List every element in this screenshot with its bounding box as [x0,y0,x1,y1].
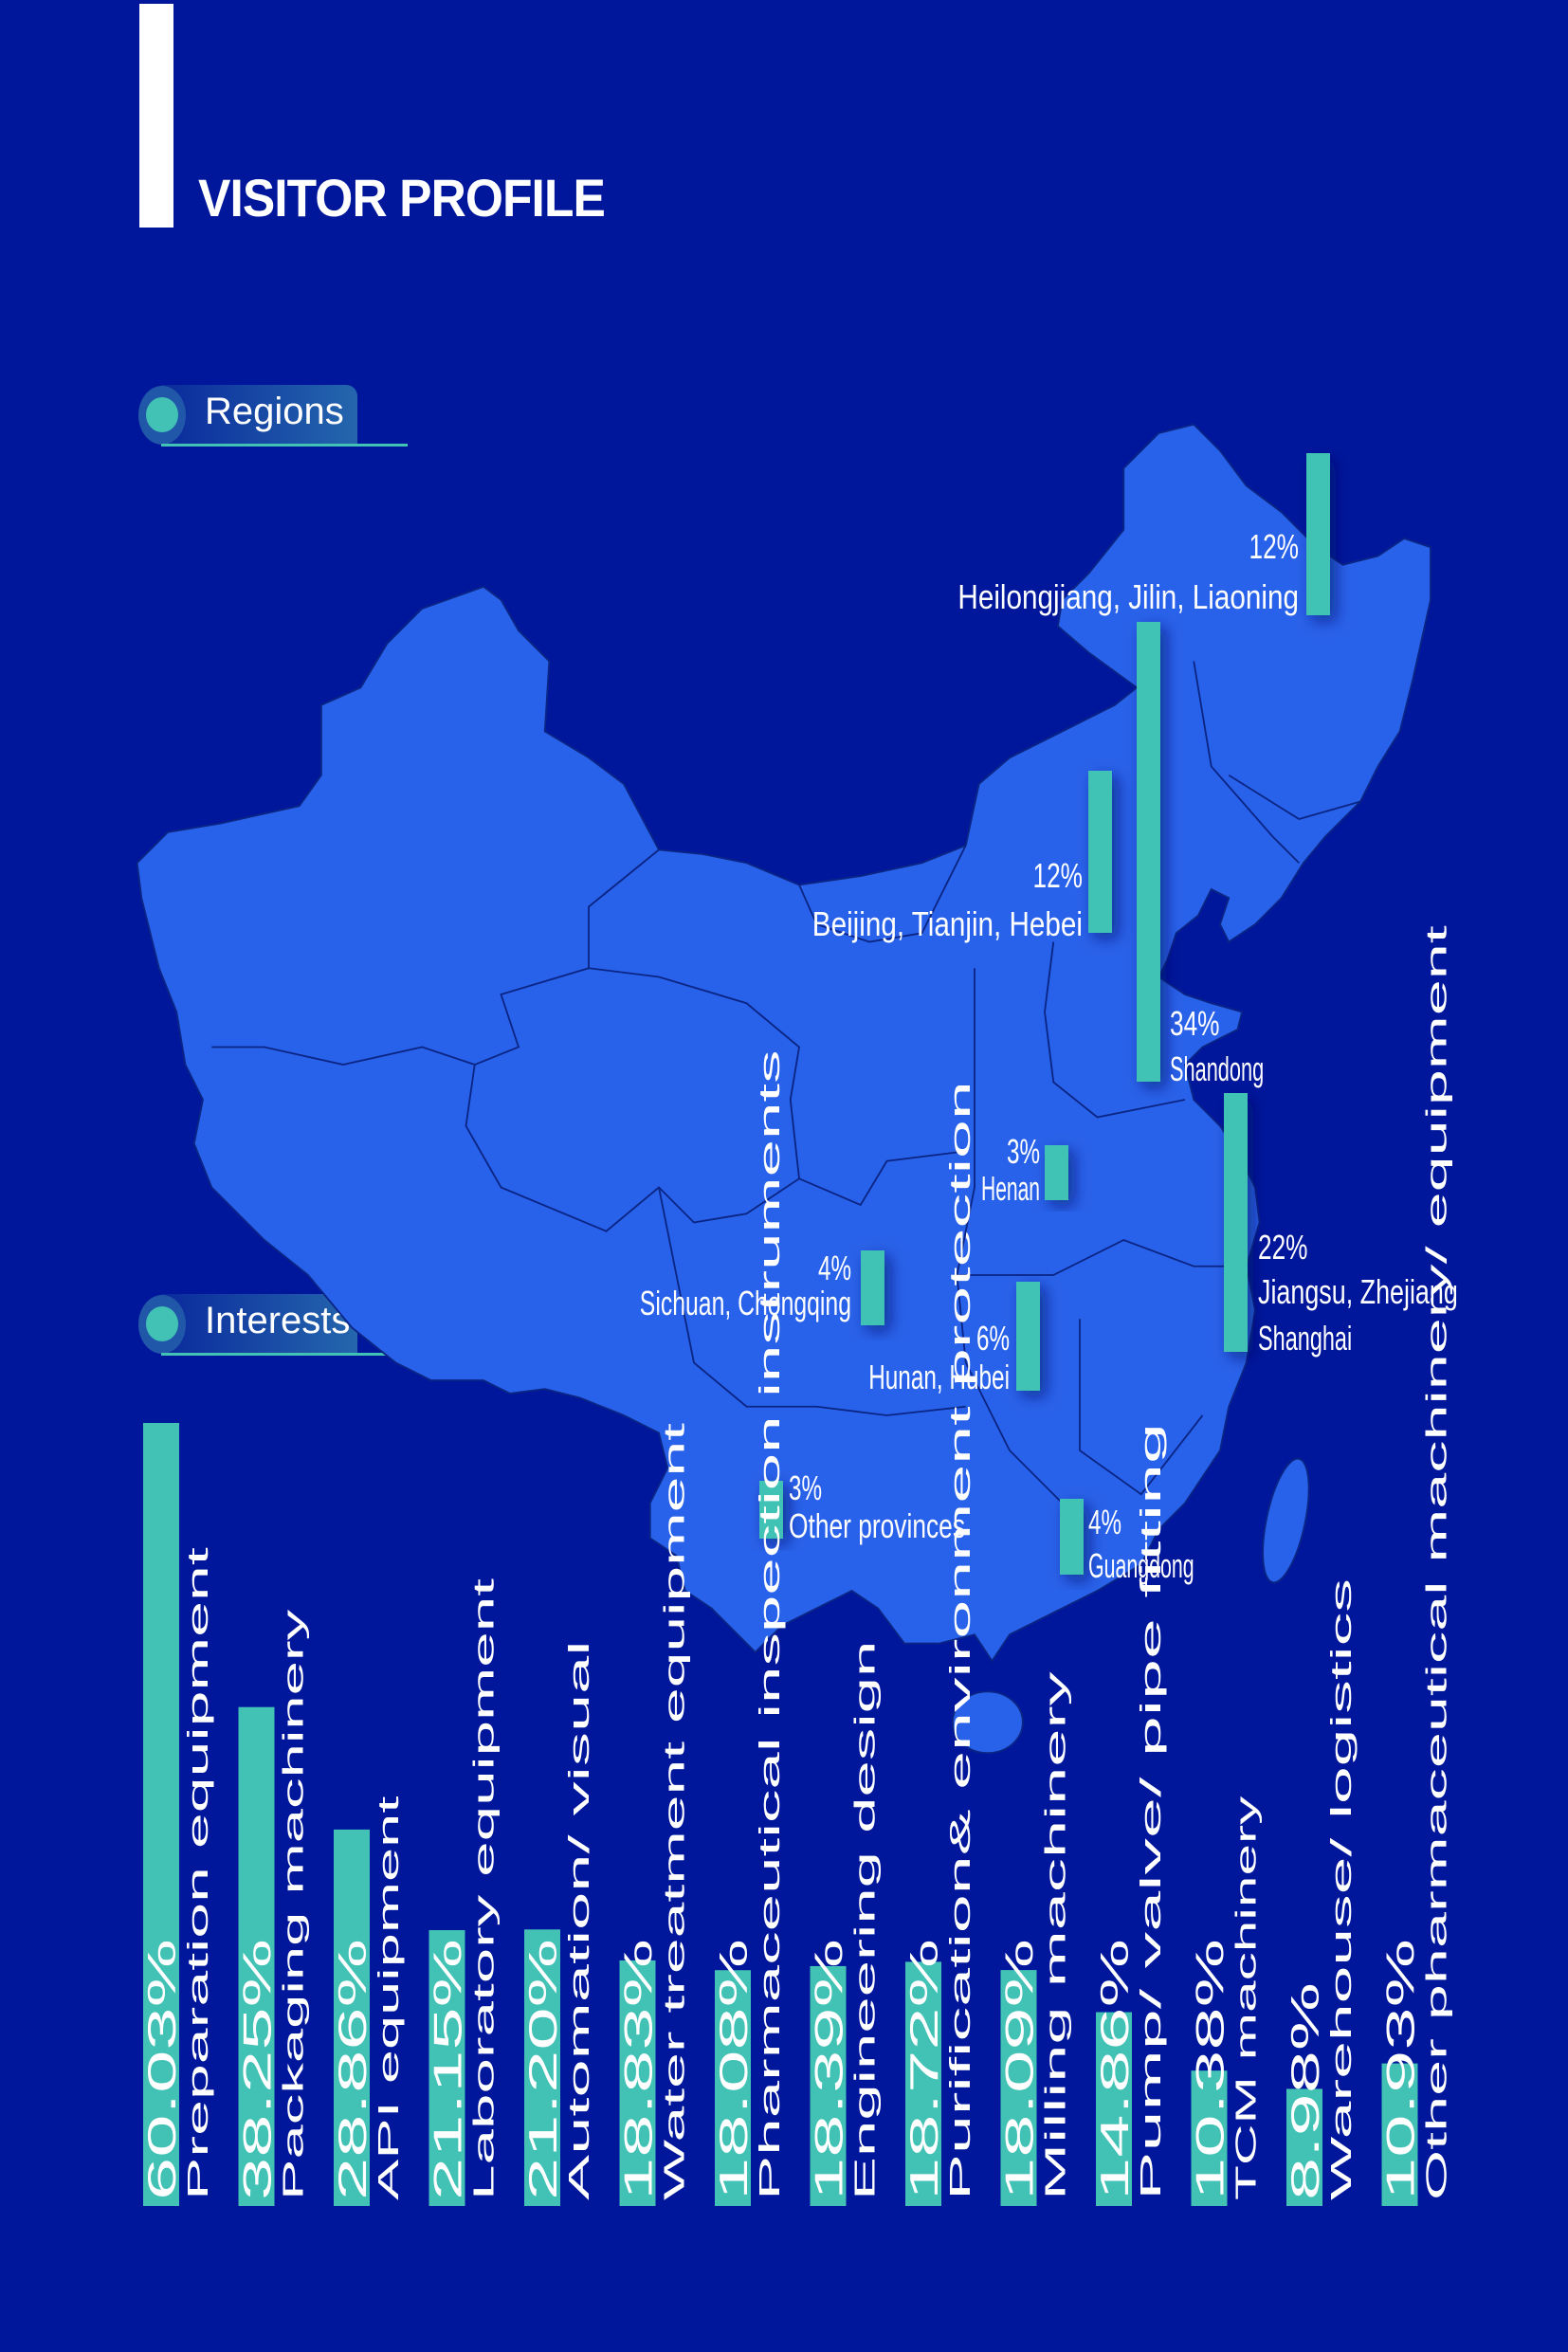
region-marker: 6%Hunan, Hubei [868,1282,1040,1396]
bullet-dot-icon [146,1306,178,1341]
bar-category-label: Other pharmaceutical machinery/ equipmen… [1420,924,1453,2200]
bar-category-label: Warehouse/ logistics [1324,1578,1358,2200]
region-name: Shandong [1170,1049,1264,1088]
interest-bar [905,1961,941,2206]
region-bar [1016,1282,1040,1391]
bar-value-label: 10.93% [1378,1939,1423,2200]
region-name: Jiangsu, Zhejiang [1258,1272,1458,1311]
interest-bar [238,1706,275,2206]
region-percent: 12% [1033,856,1084,895]
region-bar [759,1481,783,1539]
bar-value-label: 18.72% [902,1939,946,2200]
region-bar [1137,622,1160,1082]
regions-heading: Regions [205,391,344,432]
region-markers: 12% Heilongjiang, Jilin, Liaoning 12% Beiji… [640,453,1458,1585]
region-marker: 4% Guangdong [1060,1499,1194,1585]
regions-section-header: Regions [138,385,413,447]
bar-category-label: Pump/ valve/ pipe fitting [1134,1423,1167,2200]
interest-bar [428,1929,465,2206]
bar-category-label: API equipment [372,1796,405,2200]
underline [161,444,408,447]
interests-bar-chart: 60.03%Preparation equipment 38.25%Packagi… [139,924,1453,2206]
bar-value-label: 18.09% [997,1939,1042,2200]
bar-category-label: Automation/ visual [562,1641,595,2200]
interest-bar [524,1929,560,2206]
region-percent: 3% [1007,1132,1040,1171]
bar-category-label: Laboratory equipment [467,1577,501,2200]
interest-bar [1286,2088,1322,2206]
interest-bar [715,1970,751,2206]
region-percent: 22% [1258,1228,1308,1267]
page-title: VISITOR PROFILE [198,168,606,228]
bullet-dot-icon [146,397,178,432]
region-percent: 4% [818,1249,851,1287]
region-name: Beijing, Tianjin, Hebei [812,904,1083,943]
bar-category-label: Water treatment equipment [658,1422,691,2200]
region-percent: 6% [976,1319,1010,1358]
interest-bar [619,1960,656,2206]
interest-bar [334,1829,370,2206]
region-marker: 3%Other provinces [759,1468,965,1545]
bar-category-label: TCM machinery [1230,1796,1263,2200]
region-marker: 4%Sichuan, Chongqing [640,1249,884,1325]
bar-value-label: 18.08% [711,1939,756,2200]
interests-heading: Interests [205,1300,351,1341]
bar-value-label: 38.25% [235,1939,280,2200]
region-marker: 12% Heilongjiang, Jilin, Liaoning [957,453,1330,616]
region-percent: 12% [1249,527,1300,566]
underline [161,1353,408,1356]
bar-value-label: 18.39% [807,1939,851,2200]
hainan-island-shape [951,1690,1024,1755]
region-name-line2: Shanghai [1258,1319,1352,1358]
region-bar [1306,453,1330,615]
region-marker: 3%Henan [981,1132,1068,1208]
region-name: Hunan, Hubei [868,1358,1010,1396]
region-bar [1224,1093,1248,1352]
bar-category-label: Packaging machinery [277,1609,310,2200]
bar-value-label: 14.86% [1092,1939,1137,2200]
pill-background [161,1294,357,1353]
bar-value-label: 21.15% [426,1939,470,2200]
interest-bar [143,1423,179,2206]
interest-bar [1191,2070,1228,2206]
bar-value-label: 28.86% [330,1939,374,2200]
region-marker: 12% Beijing, Tianjin, Hebei [812,771,1112,943]
region-bar [1045,1145,1068,1200]
bar-value-label: 10.38% [1188,1939,1232,2200]
region-percent: 3% [789,1468,822,1507]
interest-bar [1000,1970,1037,2206]
bar-category-label: Purification& environment protection [943,1081,976,2200]
region-bar [861,1250,884,1325]
bar-category-label: Pharmaceutical inspection instruments [753,1049,786,2200]
region-bar [1088,771,1112,933]
bar-category-label: Milling machinery [1039,1670,1072,2200]
bar-value-label: 18.83% [616,1939,661,2200]
bar-value-label: 60.03% [139,1939,184,2200]
region-name: Sichuan, Chongqing [640,1284,851,1322]
pill-background [161,385,357,444]
china-mainland-shape [136,423,1431,1663]
province-borders [211,661,1361,1504]
region-name: Heilongjiang, Jilin, Liaoning [957,577,1299,616]
title-accent-bar [139,4,173,228]
interest-bar [1096,2012,1132,2206]
bar-category-label: Preparation equipment [181,1546,214,2200]
bar-value-label: 8.98% [1283,1982,1327,2200]
region-bar [1060,1499,1084,1575]
bar-value-label: 21.20% [520,1939,565,2200]
bar-category-label: Engineering design [848,1641,882,2200]
interest-bar [1381,2063,1418,2206]
region-marker: 22% Jiangsu, Zhejiang Shanghai [1224,1093,1458,1358]
region-name: Other provinces [789,1506,965,1545]
region-name: Guangdong [1088,1546,1194,1585]
taiwan-island-shape [1262,1457,1310,1584]
region-marker: 34% Shandong [1137,622,1264,1088]
interests-section-header: Interests [138,1294,413,1357]
region-name: Henan [981,1169,1040,1208]
region-percent: 4% [1088,1503,1121,1541]
region-percent: 34% [1170,1004,1220,1043]
interest-bar [810,1965,847,2206]
